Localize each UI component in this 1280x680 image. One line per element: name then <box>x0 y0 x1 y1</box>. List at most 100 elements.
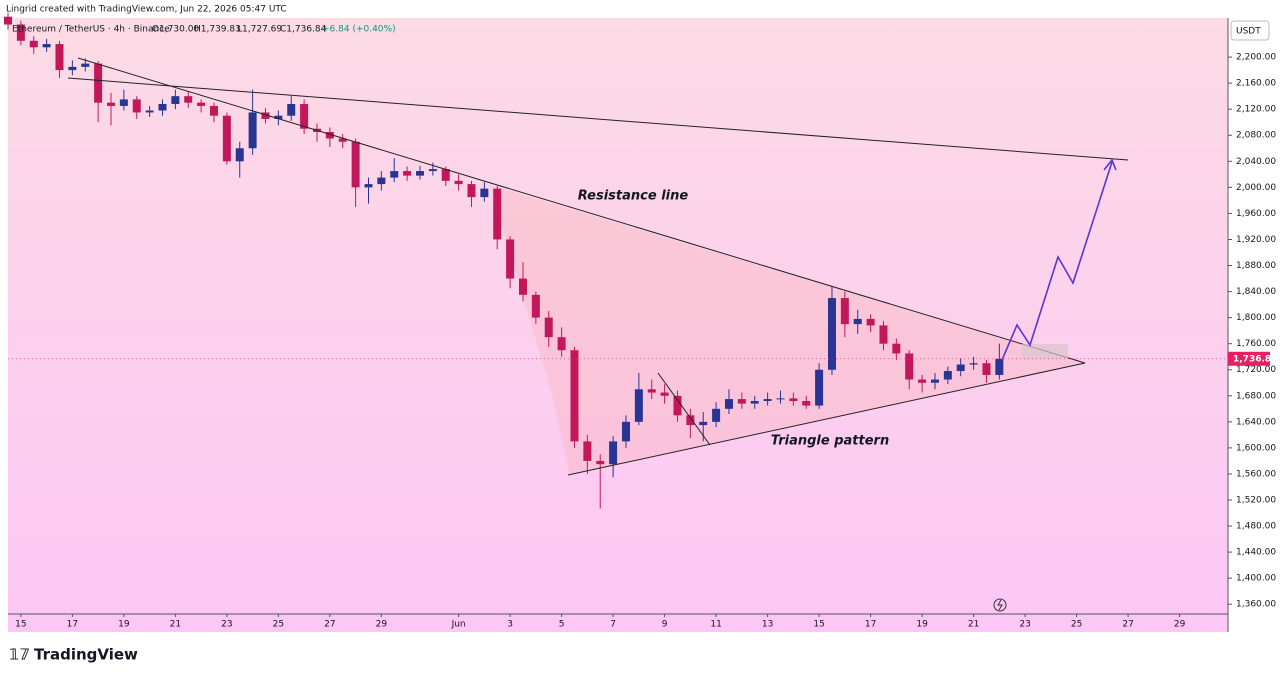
y-tick-label: 2,040.00 <box>1236 157 1276 167</box>
candle-body <box>724 399 733 409</box>
x-tick-label: 13 <box>762 620 773 630</box>
candle-body <box>969 363 978 365</box>
triangle-upper <box>77 57 1086 364</box>
candle-body <box>609 441 618 465</box>
projection-arrow <box>1001 161 1113 361</box>
x-tick-label: 27 <box>1122 620 1133 630</box>
candle-body <box>634 389 643 422</box>
candle-body <box>493 188 502 240</box>
candle-body <box>879 325 888 344</box>
candle-body <box>686 415 695 426</box>
candle-body <box>235 148 244 162</box>
candle-body <box>351 141 360 188</box>
candle-body <box>531 294 540 318</box>
candle-body <box>892 343 901 354</box>
candle-body <box>557 337 566 351</box>
x-tick-label: 11 <box>710 620 721 630</box>
y-tick-label: 1,480.00 <box>1236 522 1276 532</box>
candle-body <box>184 96 193 103</box>
candle-body <box>583 441 592 461</box>
annotation: Resistance line <box>578 189 689 204</box>
candle-body <box>506 239 515 279</box>
last-price-label: 1,736.84 <box>1233 354 1277 364</box>
x-tick-label: 25 <box>1071 620 1082 630</box>
x-tick-label: 19 <box>118 620 130 630</box>
candle-body <box>956 364 965 372</box>
ohlc-close: C1,736.84 <box>280 25 327 35</box>
candle-body <box>94 63 103 103</box>
last-price-tag <box>1228 351 1270 366</box>
ohlc-high: H1,739.83 <box>194 25 241 35</box>
x-tick-label: 29 <box>376 620 388 630</box>
candle-body <box>261 112 270 119</box>
y-tick-label: 1,920.00 <box>1236 235 1276 245</box>
y-tick-label: 2,200.00 <box>1236 53 1276 63</box>
y-tick-label: 2,000.00 <box>1236 183 1276 193</box>
candle-body <box>145 110 154 113</box>
candle-body <box>763 399 772 402</box>
x-tick-label: 3 <box>507 620 513 630</box>
y-tick-label: 1,600.00 <box>1236 443 1276 453</box>
currency: USDT <box>1236 27 1261 37</box>
candle-body <box>42 44 51 48</box>
resistance-long <box>67 77 1129 161</box>
candle-body <box>815 369 824 406</box>
y-tick-label: 1,760.00 <box>1236 339 1276 349</box>
x-tick-label: 19 <box>916 620 928 630</box>
candle-body <box>467 184 476 198</box>
x-tick-label: 21 <box>170 620 181 630</box>
candle-body <box>454 180 463 185</box>
y-tick-label: 1,440.00 <box>1236 548 1276 558</box>
candle-body <box>840 298 849 325</box>
candle-body <box>982 363 991 375</box>
candle-body <box>55 44 64 71</box>
candle-body <box>776 398 785 400</box>
candle-body <box>995 358 1004 375</box>
x-tick-label: 17 <box>865 620 876 630</box>
candle-body <box>338 138 347 142</box>
candle-body <box>712 408 721 422</box>
x-tick-label: 15 <box>15 620 26 630</box>
x-tick-label: 21 <box>968 620 979 630</box>
candle-body <box>4 16 12 25</box>
candle-body <box>905 353 914 380</box>
lightning-icon[interactable] <box>993 598 1007 612</box>
candle-body <box>300 103 309 129</box>
drawings <box>67 57 1129 476</box>
candle-body <box>106 102 115 106</box>
logo-mark: 𝟙𝟟 <box>9 646 30 664</box>
candle-body <box>737 399 746 404</box>
candle-body <box>274 115 283 119</box>
candle-body <box>197 102 206 106</box>
candle-body <box>29 40 38 48</box>
y-tick-label: 1,720.00 <box>1236 365 1276 375</box>
candle-body <box>248 112 257 149</box>
x-tick-label: 23 <box>1019 620 1030 630</box>
x-tick-label: 25 <box>273 620 284 630</box>
candle-body <box>158 103 167 111</box>
candles <box>4 12 1004 509</box>
x-tick-label: 23 <box>221 620 232 630</box>
y-tick-label: 1,800.00 <box>1236 313 1276 323</box>
candle-body <box>403 171 412 176</box>
candle-body <box>325 131 334 139</box>
x-tick-label: 29 <box>1174 620 1186 630</box>
candle-body <box>132 99 141 113</box>
candle-body <box>480 188 489 198</box>
currency-box <box>1230 20 1270 41</box>
small-trendline <box>657 372 711 446</box>
y-tick-label: 1,840.00 <box>1236 287 1276 297</box>
lightning-bolt <box>997 599 1003 611</box>
y-tick-label: 2,160.00 <box>1236 79 1276 89</box>
candle-body <box>441 169 450 181</box>
candle-body <box>81 63 90 67</box>
y-tick-label: 1,520.00 <box>1236 496 1276 506</box>
x-tick-label: 17 <box>67 620 78 630</box>
candle-body <box>209 105 218 116</box>
y-tick-label: 1,360.00 <box>1236 600 1276 610</box>
brand: TradingView <box>34 646 138 664</box>
candle-body <box>287 103 296 116</box>
zone <box>1022 344 1068 359</box>
x-tick-label: 15 <box>813 620 824 630</box>
